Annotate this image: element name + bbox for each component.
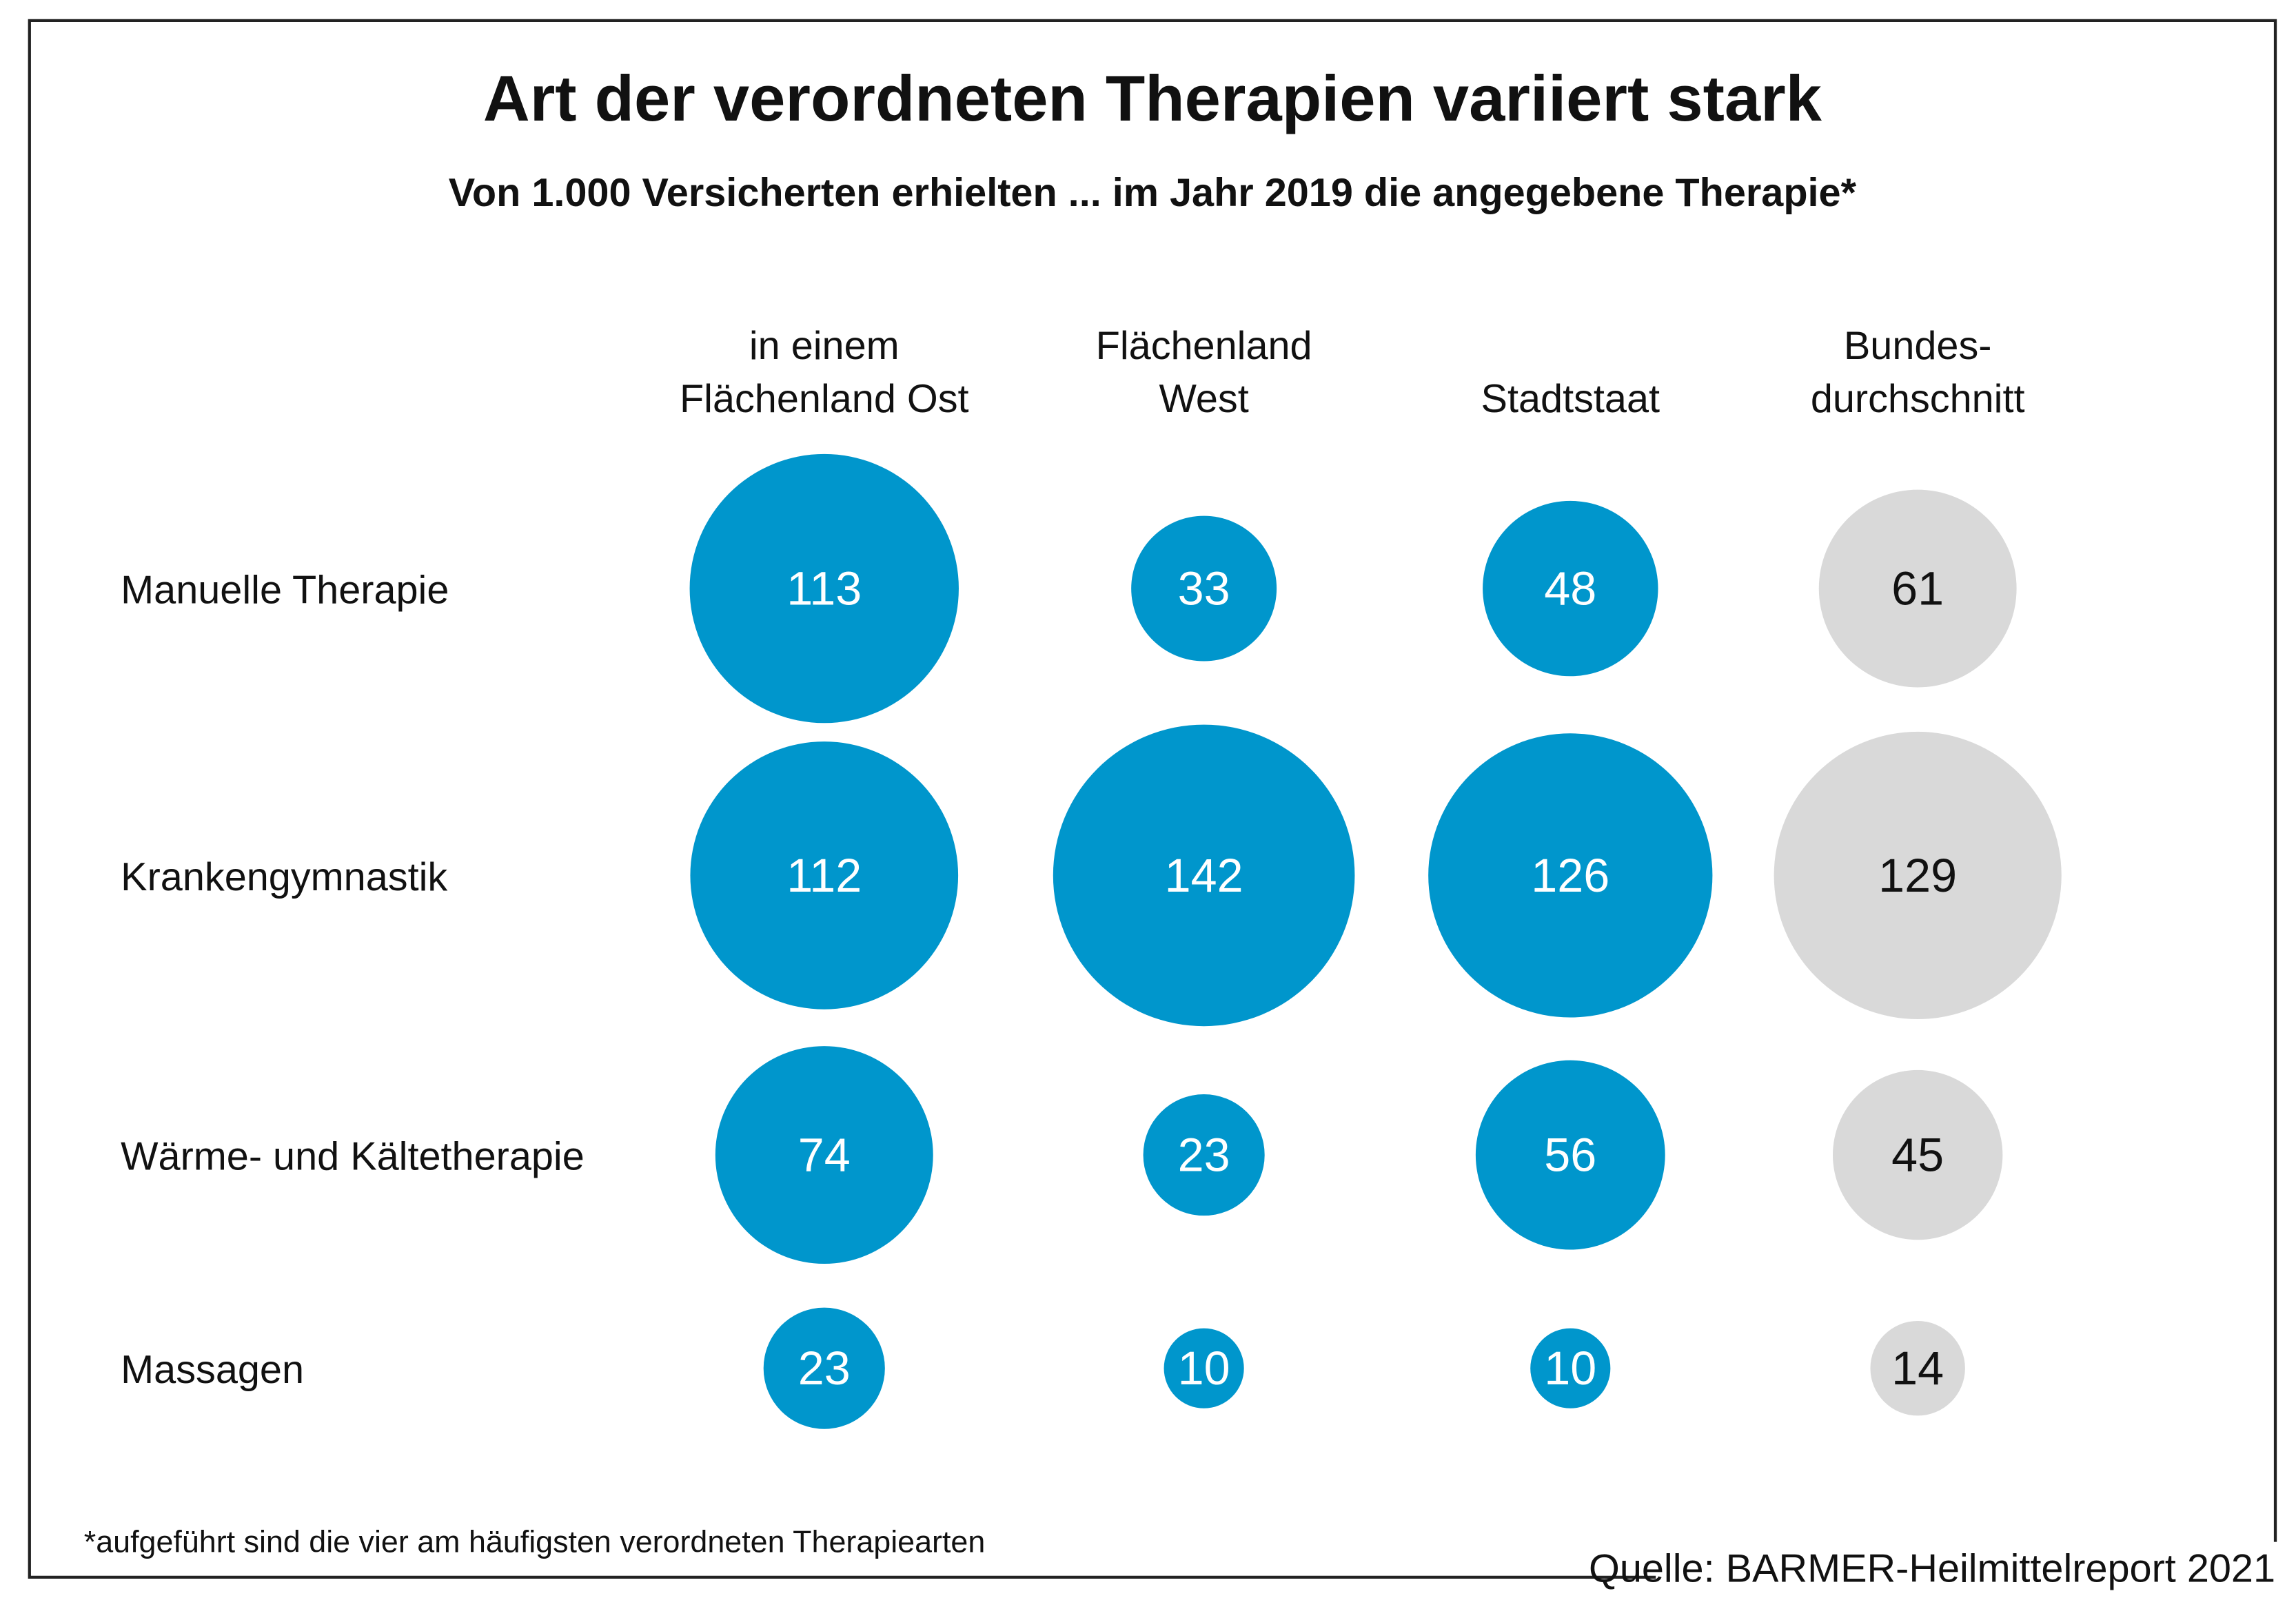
column-label: durchschnitt <box>1811 377 2025 421</box>
row-label: Krankengymnastik <box>121 855 447 899</box>
value-label: 56 <box>1544 1129 1596 1182</box>
bubble <box>690 741 959 1010</box>
bubble <box>1053 724 1355 1027</box>
column-label: Flächenland Ost <box>680 377 969 421</box>
footnote: *aufgeführt sind die vier am häufigsten … <box>84 1524 985 1559</box>
bubble <box>1774 731 2062 1019</box>
bubble <box>1164 1328 1244 1408</box>
column-label: Stadtstaat <box>1481 377 1660 421</box>
value-label: 23 <box>1178 1129 1230 1182</box>
bubble <box>1131 515 1277 662</box>
column-label: in einem <box>749 324 900 368</box>
value-label: 23 <box>798 1342 851 1395</box>
value-label: 126 <box>1531 850 1609 902</box>
frame <box>28 19 2277 1579</box>
value-label: 10 <box>1544 1342 1596 1395</box>
value-label: 61 <box>1891 563 1944 615</box>
value-label: 129 <box>1878 850 1957 902</box>
value-label: 112 <box>786 850 862 902</box>
bubble <box>1870 1320 1965 1416</box>
chart-title: Art der verordneten Therapien variiert s… <box>483 62 1822 134</box>
chart-subtitle: Von 1.000 Versicherten erhielten ... im … <box>449 171 1857 215</box>
row-label: Massagen <box>121 1348 304 1392</box>
bubble <box>1833 1069 2003 1240</box>
bubble <box>715 1046 933 1264</box>
source: Quelle: BARMER-Heilmittelreport 2021 <box>1589 1546 2275 1590</box>
bubble <box>1483 500 1658 677</box>
column-label: Bundes- <box>1844 324 1992 368</box>
column-label: West <box>1159 377 1249 421</box>
value-label: 10 <box>1178 1342 1230 1395</box>
row-label: Manuelle Therapie <box>121 568 449 612</box>
row-label: Wärme- und Kältetherapie <box>121 1134 585 1178</box>
bubble <box>1530 1328 1611 1408</box>
bubble <box>1818 489 2017 688</box>
column-label: Flächenland <box>1096 324 1312 368</box>
value-label: 48 <box>1544 563 1596 615</box>
value-label: 45 <box>1891 1129 1944 1182</box>
bubble <box>1428 733 1713 1018</box>
value-label: 74 <box>798 1129 851 1182</box>
bubble <box>763 1307 885 1429</box>
bubble <box>689 453 959 724</box>
value-label: 142 <box>1165 850 1243 902</box>
bubble <box>1143 1094 1265 1216</box>
value-label: 14 <box>1891 1342 1944 1395</box>
value-label: 113 <box>786 563 862 615</box>
value-label: 33 <box>1178 563 1230 615</box>
bubble <box>1475 1060 1665 1250</box>
